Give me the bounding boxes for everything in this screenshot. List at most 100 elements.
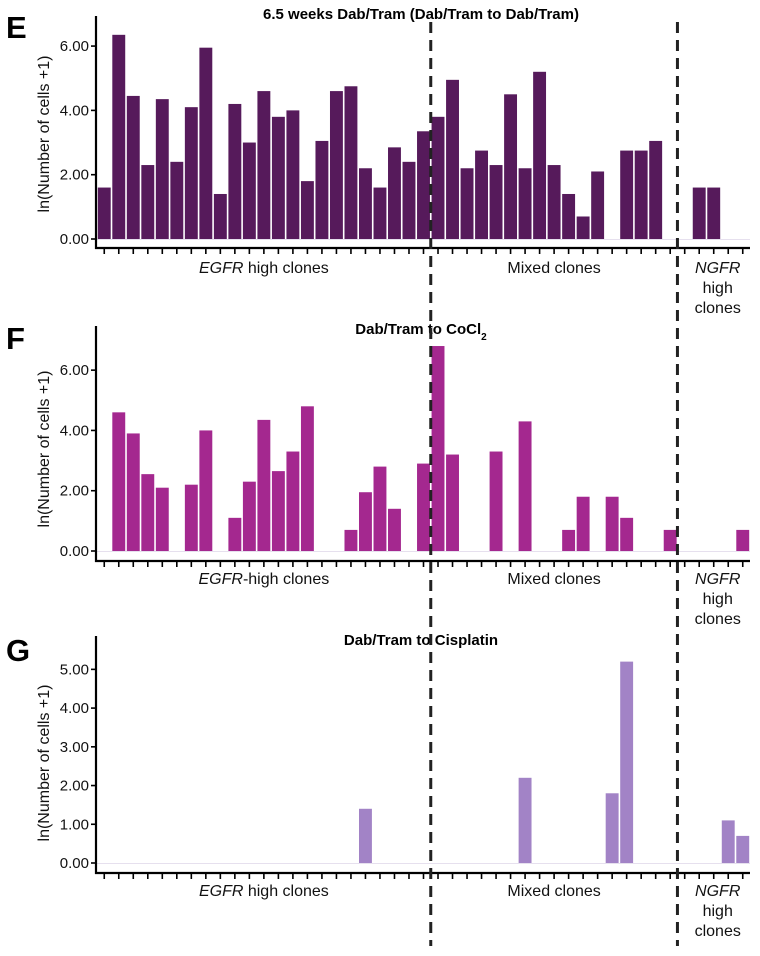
- y-tick-label: 4.00: [60, 422, 89, 439]
- group-label: NGFR: [695, 883, 741, 900]
- group-label: Mixed clones: [507, 260, 600, 277]
- bar: [112, 412, 126, 551]
- y-tick-label: 2.00: [60, 778, 89, 795]
- bar: [373, 466, 387, 551]
- bar: [286, 451, 300, 551]
- panel-f: F Dab/Tram to CoCl2 ln(Number of cells +1)…: [6, 321, 750, 628]
- y-tick-label: 1.00: [60, 816, 89, 833]
- group-label-line: clones: [695, 611, 741, 628]
- bar: [344, 86, 358, 240]
- group-label: Mixed clones: [507, 571, 600, 588]
- bar: [359, 168, 372, 239]
- bar: [184, 484, 198, 551]
- y-tick-label: 0.00: [60, 231, 89, 248]
- bar: [736, 835, 750, 863]
- bar: [533, 71, 547, 239]
- panel-letter: E: [6, 10, 27, 45]
- bar: [620, 517, 634, 551]
- bar: [417, 463, 430, 551]
- group-label-line: clones: [695, 300, 741, 317]
- group-label-line: high: [703, 591, 733, 608]
- bar: [634, 150, 648, 239]
- y-tick-label: 3.00: [60, 739, 89, 756]
- bar: [605, 793, 619, 863]
- bar: [620, 661, 634, 863]
- panel-g: G Dab/Tram to Cisplatin ln(Number of cells…: [6, 632, 750, 940]
- bar: [242, 481, 256, 551]
- bar: [359, 808, 372, 863]
- group-label: EGFR-high clones: [199, 571, 330, 588]
- bar: [489, 165, 503, 239]
- y-tick-label: 4.00: [60, 102, 89, 119]
- bar: [228, 103, 242, 239]
- bar: [213, 193, 227, 239]
- bar: [402, 161, 416, 239]
- chart-title: 6.5 weeks Dab/Tram (Dab/Tram to Dab/Tram…: [263, 6, 579, 23]
- panel-e: E 6.5 weeks Dab/Tram (Dab/Tram to Dab/Tra…: [6, 6, 750, 317]
- bar: [126, 433, 140, 551]
- bar: [271, 471, 285, 551]
- bar: [446, 454, 459, 551]
- bar: [315, 140, 329, 239]
- chart-title: Dab/Tram to Cisplatin: [344, 632, 498, 649]
- bar: [329, 91, 343, 239]
- bar: [562, 193, 576, 239]
- bar: [359, 492, 372, 551]
- bar: [649, 140, 663, 239]
- bar: [228, 517, 242, 551]
- bar: [373, 187, 387, 239]
- y-tick-label: 0.00: [60, 543, 89, 560]
- y-tick-label: 2.00: [60, 483, 89, 500]
- bar: [126, 95, 140, 239]
- bar: [707, 187, 721, 239]
- bar: [605, 496, 619, 551]
- bar: [300, 406, 314, 551]
- y-tick-label: 0.00: [60, 855, 89, 872]
- bar: [518, 777, 532, 863]
- bar: [242, 142, 256, 239]
- group-label: Mixed clones: [507, 883, 600, 900]
- bar: [591, 171, 605, 239]
- y-tick-label: 5.00: [60, 661, 89, 678]
- bar: [141, 474, 155, 551]
- y-tick-label: 2.00: [60, 167, 89, 184]
- group-label-line: high: [703, 903, 733, 920]
- group-label: NGFR: [695, 260, 741, 277]
- y-tick-label: 6.00: [60, 362, 89, 379]
- bar: [97, 187, 111, 239]
- bar: [518, 421, 532, 551]
- panel-letter: G: [6, 633, 30, 668]
- bar: [518, 168, 532, 239]
- bar: [155, 99, 169, 239]
- bar: [155, 487, 169, 551]
- bar: [460, 168, 474, 239]
- bar: [736, 529, 750, 551]
- bar: [721, 820, 735, 863]
- bar: [199, 430, 213, 551]
- y-tick-label: 4.00: [60, 700, 89, 717]
- bar: [199, 47, 213, 240]
- bar: [489, 451, 503, 551]
- group-label: EGFR high clones: [199, 260, 329, 277]
- bar: [663, 529, 677, 551]
- bar: [112, 34, 126, 239]
- bar: [576, 496, 590, 551]
- y-axis-label: ln(Number of cells +1): [36, 371, 53, 528]
- bar: [344, 529, 358, 551]
- bar: [257, 419, 271, 551]
- bar: [562, 529, 576, 551]
- bar: [184, 107, 198, 239]
- group-label-line: high: [703, 280, 733, 297]
- bar: [141, 165, 155, 239]
- bar: [547, 165, 561, 239]
- y-tick-label: 6.00: [60, 38, 89, 55]
- y-axis-label: ln(Number of cells +1): [36, 56, 53, 213]
- bar: [576, 216, 590, 239]
- bar: [170, 161, 184, 239]
- group-label: NGFR: [695, 571, 741, 588]
- bar: [620, 150, 634, 239]
- bar: [300, 181, 314, 239]
- bar: [286, 110, 300, 239]
- bar: [692, 187, 706, 239]
